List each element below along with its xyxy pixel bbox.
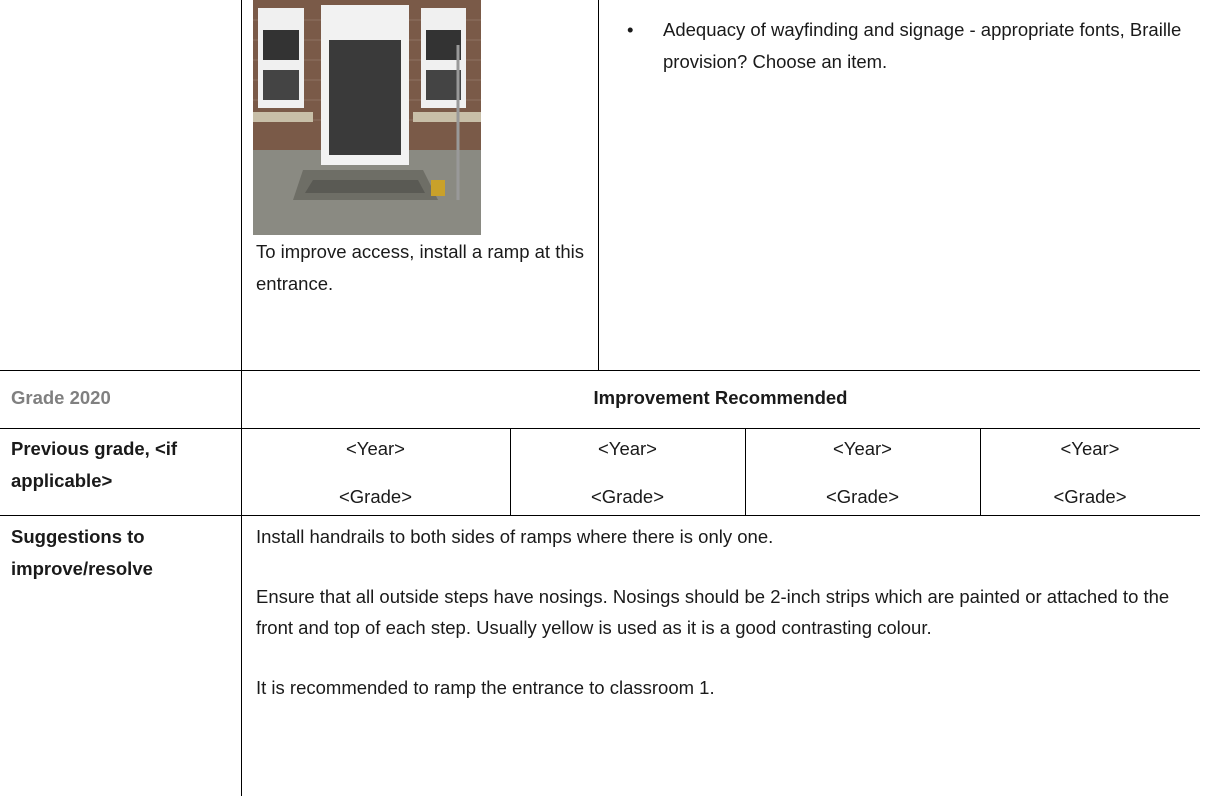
grade-value: Improvement Recommended: [593, 387, 848, 408]
rule: [980, 428, 981, 515]
grade: <Grade>: [825, 486, 900, 507]
row-label: Suggestions to improve/resolve: [11, 526, 153, 579]
rule: [0, 515, 1200, 516]
suggestions-body: Install handrails to both sides of ramps…: [256, 521, 1196, 732]
rule: [0, 370, 1200, 371]
row-label: Previous grade, <if applicable>: [11, 438, 178, 491]
grade: <Grade>: [338, 486, 413, 507]
paragraph: Ensure that all outside steps have nosin…: [256, 586, 1170, 638]
grade: <Grade>: [1053, 486, 1127, 507]
year: <Year>: [598, 438, 657, 459]
rule: [0, 428, 1200, 429]
year: <Year>: [1060, 438, 1120, 459]
year: <Year>: [833, 438, 892, 459]
grade: <Grade>: [590, 486, 665, 507]
rule: [598, 0, 599, 370]
photo: [253, 0, 481, 235]
rule: [510, 428, 511, 515]
row-label: Grade 2020: [11, 387, 111, 408]
photo-caption: To improve access, install a ramp at thi…: [256, 241, 584, 294]
checklist-item: Adequacy of wayfinding and signage - app…: [663, 19, 1182, 72]
paragraph: It is recommended to ramp the entrance t…: [256, 677, 715, 698]
rule: [745, 428, 746, 515]
bullet: •: [627, 19, 634, 40]
paragraph: Install handrails to both sides of ramps…: [256, 526, 774, 547]
year: <Year>: [346, 438, 405, 459]
rule: [241, 0, 242, 796]
